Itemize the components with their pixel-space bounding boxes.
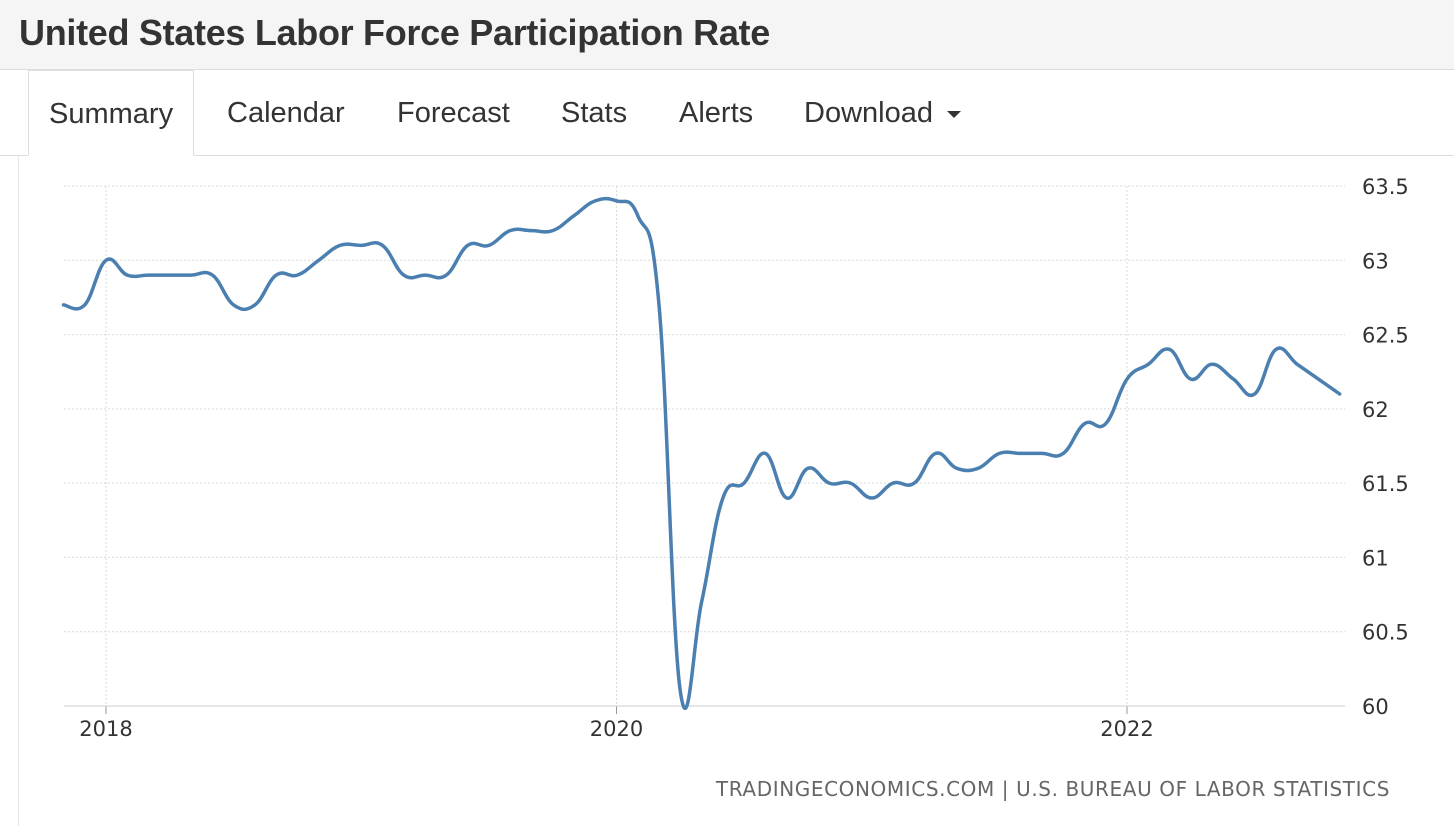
tab-download-label: Download — [804, 97, 933, 129]
tab-stats-label: Stats — [561, 97, 628, 129]
x-tick-label: 2018 — [79, 717, 132, 741]
x-tick-label: 2022 — [1100, 717, 1153, 741]
tab-calendar-label: Calendar — [227, 97, 345, 129]
y-tick-label: 61 — [1362, 546, 1389, 570]
tab-alerts-label: Alerts — [679, 97, 754, 129]
source-attribution: TRADINGECONOMICS.COM | U.S. BUREAU OF LA… — [715, 777, 1390, 801]
gridlines — [64, 185, 1345, 714]
axis-labels: 60 60.5 61 61.5 62 62.5 63 63.5 2018 2020 2022 — [79, 175, 1408, 741]
tab-calendar[interactable]: Calendar — [227, 70, 345, 156]
tab-forecast-label: Forecast — [397, 97, 510, 129]
content-border — [18, 156, 19, 826]
tab-summary[interactable]: Summary — [28, 70, 195, 156]
tab-alerts[interactable]: Alerts — [679, 70, 753, 156]
tab-download[interactable]: Download — [804, 70, 961, 156]
tab-bar: Summary Calendar Forecast Stats Alerts D… — [0, 70, 1454, 156]
title-bar: United States Labor Force Participation … — [0, 0, 1454, 70]
tab-stats[interactable]: Stats — [561, 70, 627, 156]
y-tick-label: 62 — [1362, 398, 1389, 422]
y-tick-label: 60.5 — [1362, 621, 1409, 645]
y-tick-label: 60 — [1362, 695, 1389, 719]
tab-summary-label: Summary — [49, 98, 174, 130]
series-line — [61, 196, 1342, 711]
line-chart: 60 60.5 61 61.5 62 62.5 63 63.5 2018 2020 2022 — [61, 175, 1409, 741]
page-title: United States Labor Force Participation … — [19, 12, 770, 53]
y-tick-label: 63.5 — [1362, 175, 1409, 199]
x-tick-label: 2020 — [590, 717, 643, 741]
caret-down-icon — [946, 110, 961, 118]
y-tick-label: 62.5 — [1362, 324, 1409, 348]
y-tick-label: 63 — [1362, 249, 1389, 273]
y-tick-label: 61.5 — [1362, 472, 1409, 496]
tab-forecast[interactable]: Forecast — [397, 70, 510, 156]
